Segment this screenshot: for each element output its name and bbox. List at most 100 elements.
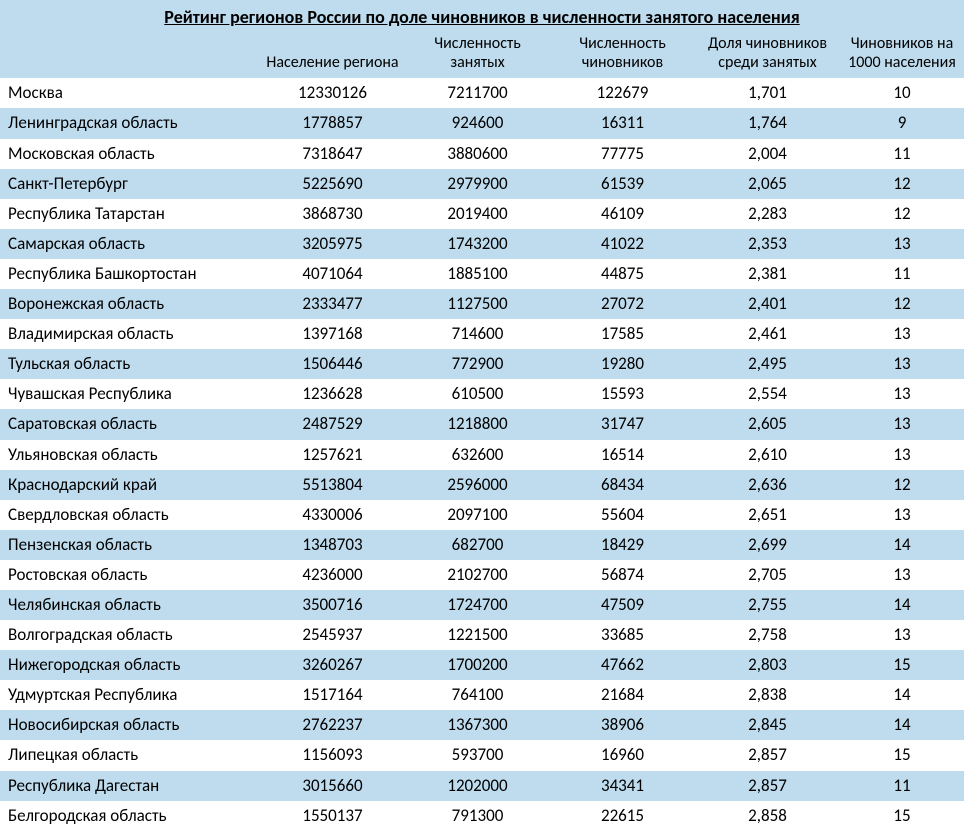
cell-share: 2,838 — [695, 680, 840, 710]
cell-population: 1236628 — [260, 379, 405, 409]
cell-region: Ульяновская область — [0, 440, 260, 470]
table-row: Чувашская Республика1236628610500155932,… — [0, 379, 964, 409]
cell-region: Республика Башкортостан — [0, 259, 260, 289]
cell-per1000: 9 — [840, 108, 964, 138]
col-region — [0, 32, 260, 78]
cell-region: Республика Дагестан — [0, 771, 260, 801]
cell-region: Нижегородская область — [0, 650, 260, 680]
cell-per1000: 12 — [840, 169, 964, 199]
cell-population: 3868730 — [260, 199, 405, 229]
cell-share: 2,381 — [695, 259, 840, 289]
cell-officials: 41022 — [550, 229, 695, 259]
cell-per1000: 14 — [840, 590, 964, 620]
cell-share: 2,858 — [695, 801, 840, 831]
cell-share: 1,701 — [695, 78, 840, 108]
cell-officials: 47509 — [550, 590, 695, 620]
cell-population: 5225690 — [260, 169, 405, 199]
cell-per1000: 11 — [840, 771, 964, 801]
cell-share: 2,857 — [695, 771, 840, 801]
cell-per1000: 13 — [840, 229, 964, 259]
cell-share: 2,610 — [695, 440, 840, 470]
table-row: Владимирская область1397168714600175852,… — [0, 319, 964, 349]
cell-employed: 714600 — [405, 319, 550, 349]
cell-population: 1397168 — [260, 319, 405, 349]
cell-per1000: 12 — [840, 470, 964, 500]
table-row: Белгородская область1550137791300226152,… — [0, 801, 964, 831]
cell-per1000: 13 — [840, 500, 964, 530]
cell-employed: 791300 — [405, 801, 550, 831]
table-row: Самарская область32059751743200410222,35… — [0, 229, 964, 259]
cell-region: Чувашская Республика — [0, 379, 260, 409]
cell-region: Пензенская область — [0, 530, 260, 560]
cell-officials: 55604 — [550, 500, 695, 530]
cell-per1000: 15 — [840, 740, 964, 770]
cell-officials: 16311 — [550, 108, 695, 138]
cell-per1000: 13 — [840, 379, 964, 409]
cell-employed: 632600 — [405, 440, 550, 470]
cell-share: 2,803 — [695, 650, 840, 680]
table-row: Ростовская область42360002102700568742,7… — [0, 560, 964, 590]
cell-per1000: 12 — [840, 289, 964, 319]
cell-per1000: 13 — [840, 349, 964, 379]
cell-per1000: 14 — [840, 710, 964, 740]
cell-share: 1,764 — [695, 108, 840, 138]
cell-employed: 2019400 — [405, 199, 550, 229]
cell-population: 1257621 — [260, 440, 405, 470]
table-row: Санкт-Петербург52256902979900615392,0651… — [0, 169, 964, 199]
col-officials: Численность чиновников — [550, 32, 695, 78]
cell-officials: 16960 — [550, 740, 695, 770]
cell-employed: 1743200 — [405, 229, 550, 259]
table-row: Волгоградская область2545937122150033685… — [0, 620, 964, 650]
cell-population: 1348703 — [260, 530, 405, 560]
cell-population: 4330006 — [260, 500, 405, 530]
cell-employed: 772900 — [405, 349, 550, 379]
table-row: Нижегородская область3260267170020047662… — [0, 650, 964, 680]
page-title: Рейтинг регионов России по доле чиновник… — [0, 0, 964, 32]
cell-officials: 68434 — [550, 470, 695, 500]
table-row: Ульяновская область1257621632600165142,6… — [0, 440, 964, 470]
cell-per1000: 14 — [840, 530, 964, 560]
cell-share: 2,699 — [695, 530, 840, 560]
table-row: Липецкая область1156093593700169602,8571… — [0, 740, 964, 770]
cell-employed: 610500 — [405, 379, 550, 409]
cell-region: Самарская область — [0, 229, 260, 259]
col-per1000: Чиновников на 1000 населения — [840, 32, 964, 78]
cell-officials: 15593 — [550, 379, 695, 409]
cell-region: Белгородская область — [0, 801, 260, 831]
table-wrapper: Рейтинг регионов России по доле чиновник… — [0, 0, 964, 831]
cell-officials: 17585 — [550, 319, 695, 349]
table-row: Краснодарский край55138042596000684342,6… — [0, 470, 964, 500]
cell-population: 4071064 — [260, 259, 405, 289]
table-header: Население региона Численность занятых Чи… — [0, 32, 964, 78]
table-row: Республика Дагестан30156601202000343412,… — [0, 771, 964, 801]
cell-region: Владимирская область — [0, 319, 260, 349]
cell-region: Новосибирская область — [0, 710, 260, 740]
cell-employed: 1367300 — [405, 710, 550, 740]
cell-officials: 19280 — [550, 349, 695, 379]
cell-employed: 1221500 — [405, 620, 550, 650]
cell-share: 2,651 — [695, 500, 840, 530]
cell-region: Липецкая область — [0, 740, 260, 770]
cell-officials: 77775 — [550, 139, 695, 169]
cell-per1000: 10 — [840, 78, 964, 108]
table-row: Тульская область1506446772900192802,4951… — [0, 349, 964, 379]
cell-employed: 2097100 — [405, 500, 550, 530]
cell-population: 4236000 — [260, 560, 405, 590]
cell-officials: 56874 — [550, 560, 695, 590]
cell-population: 1550137 — [260, 801, 405, 831]
cell-region: Свердловская область — [0, 500, 260, 530]
cell-officials: 38906 — [550, 710, 695, 740]
cell-region: Волгоградская область — [0, 620, 260, 650]
table-row: Пензенская область1348703682700184292,69… — [0, 530, 964, 560]
cell-per1000: 13 — [840, 409, 964, 439]
cell-share: 2,065 — [695, 169, 840, 199]
regions-table: Население региона Численность занятых Чи… — [0, 32, 964, 831]
cell-share: 2,004 — [695, 139, 840, 169]
cell-population: 1517164 — [260, 680, 405, 710]
cell-officials: 33685 — [550, 620, 695, 650]
cell-employed: 7211700 — [405, 78, 550, 108]
cell-per1000: 12 — [840, 199, 964, 229]
cell-employed: 1885100 — [405, 259, 550, 289]
cell-employed: 1127500 — [405, 289, 550, 319]
cell-employed: 764100 — [405, 680, 550, 710]
